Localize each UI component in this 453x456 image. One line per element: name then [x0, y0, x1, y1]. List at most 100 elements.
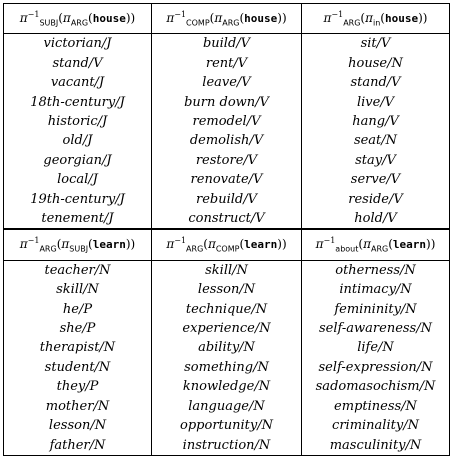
table-row: student/N something/N self-expression/N	[3, 357, 450, 378]
table-row: father/N instruction/N masculinity/N	[3, 435, 450, 456]
table-cell: knowledge/N	[151, 377, 302, 397]
header-part: learn	[392, 238, 427, 252]
header-part: learn	[244, 238, 278, 252]
table-cell: femininity/N	[301, 299, 450, 320]
table-cell: they/P	[3, 377, 152, 397]
table-row: he/P technique/N femininity/N	[3, 299, 450, 320]
results-table-body: π−1SUBJ(πARG(house)) π−1COMP(πARG(house))…	[3, 2, 450, 456]
header-part: −1	[27, 10, 40, 19]
table-cell: skill/N	[3, 280, 152, 300]
table-cell: reside/V	[301, 189, 450, 210]
table-cell: masculinity/N	[301, 435, 450, 456]
table-cell: vacant/J	[3, 73, 152, 93]
column-header: π−1ARG(πSUBJ(learn))	[3, 228, 152, 261]
header-part: in	[373, 18, 381, 28]
header-part: house	[384, 12, 419, 25]
table-row: they/P knowledge/N sadomasochism/N	[3, 377, 450, 397]
column-header: π−1COMP(πARG(house))	[151, 2, 302, 35]
table-cell: serve/V	[301, 170, 450, 190]
table-row: lesson/N opportunity/N criminality/N	[3, 416, 450, 436]
table-cell: stay/V	[301, 150, 450, 171]
table-cell: experience/N	[151, 319, 302, 339]
header-part: −1	[331, 10, 344, 19]
table-cell: self-awareness/N	[301, 319, 450, 339]
table-cell: something/N	[151, 357, 302, 378]
table-cell: life/N	[301, 338, 450, 358]
table-cell: stand/V	[301, 73, 450, 93]
results-table: π−1SUBJ(πARG(house)) π−1COMP(πARG(house))…	[3, 2, 450, 456]
table-cell: house/N	[301, 53, 450, 74]
table-row: 19th-century/J rebuild/V reside/V	[3, 189, 450, 210]
table-cell: mother/N	[3, 396, 152, 417]
table-cell: emptiness/N	[301, 396, 450, 417]
table-cell: seat/N	[301, 131, 450, 151]
table-row: teacher/N skill/N otherness/N	[3, 260, 450, 281]
table-cell: construct/V	[151, 209, 302, 230]
header-part: −1	[174, 10, 187, 19]
header-part: ARG	[222, 18, 240, 28]
table-cell: demolish/V	[151, 131, 302, 151]
table-cell: live/V	[301, 92, 450, 113]
table-cell: tenement/J	[3, 209, 152, 230]
table-cell: intimacy/N	[301, 280, 450, 300]
table-cell: remodel/V	[151, 112, 302, 132]
header-part: about	[335, 244, 359, 254]
table-cell: sadomasochism/N	[301, 377, 450, 397]
header-part: ARG	[39, 244, 57, 254]
table-row: vacant/J leave/V stand/V	[3, 73, 450, 93]
table-row: mother/N language/N emptiness/N	[3, 396, 450, 417]
table-row: skill/N lesson/N intimacy/N	[3, 280, 450, 300]
column-header: π−1ARG(πin(house))	[301, 2, 450, 35]
header-part: COMP	[186, 18, 210, 28]
column-header: π−1about(πARG(learn))	[301, 228, 450, 261]
table-cell: hold/V	[301, 209, 450, 230]
table-cell: otherness/N	[301, 260, 450, 281]
header-part: ARG	[370, 244, 389, 254]
table-cell: technique/N	[151, 299, 302, 320]
header-row: π−1SUBJ(πARG(house)) π−1COMP(πARG(house))…	[3, 2, 450, 35]
table-row: tenement/J construct/V hold/V	[3, 209, 450, 230]
table-cell: 18th-century/J	[3, 92, 152, 113]
header-part: SUBJ	[69, 244, 89, 254]
header-part: ARG	[343, 18, 361, 28]
header-part: ARG	[186, 244, 204, 254]
table-cell: self-expression/N	[301, 357, 450, 378]
table-cell: victorian/J	[3, 33, 152, 54]
table-cell: local/J	[3, 170, 152, 190]
table-cell: rebuild/V	[151, 189, 302, 210]
table-cell: renovate/V	[151, 170, 302, 190]
table-cell: lesson/N	[151, 280, 302, 300]
table-row: georgian/J restore/V stay/V	[3, 150, 450, 171]
header-part: −1	[174, 236, 187, 246]
header-part: ARG	[70, 18, 89, 28]
table-row: 18th-century/J burn down/V live/V	[3, 92, 450, 113]
table-cell: lesson/N	[3, 416, 152, 436]
table-cell: student/N	[3, 357, 152, 378]
table-cell: father/N	[3, 435, 152, 456]
table-cell: therapist/N	[3, 338, 152, 358]
table-cell: opportunity/N	[151, 416, 302, 436]
header-part: −1	[323, 236, 336, 246]
column-header: π−1SUBJ(πARG(house))	[3, 2, 152, 35]
table-cell: 19th-century/J	[3, 189, 152, 210]
header-part: house	[92, 12, 126, 25]
table-cell: burn down/V	[151, 92, 302, 113]
header-part: house	[244, 12, 278, 25]
table-cell: restore/V	[151, 150, 302, 171]
header-part: COMP	[215, 244, 240, 254]
table-cell: skill/N	[151, 260, 302, 281]
table-row: stand/V rent/V house/N	[3, 53, 450, 74]
table-row: therapist/N ability/N life/N	[3, 338, 450, 358]
table-cell: rent/V	[151, 53, 302, 74]
table-row: historic/J remodel/V hang/V	[3, 112, 450, 132]
table-cell: criminality/N	[301, 416, 450, 436]
table-cell: georgian/J	[3, 150, 152, 171]
table-cell: historic/J	[3, 112, 152, 132]
table-cell: she/P	[3, 319, 152, 339]
header-part: −1	[27, 236, 40, 246]
table-row: she/P experience/N self-awareness/N	[3, 319, 450, 339]
table-cell: he/P	[3, 299, 152, 320]
table-cell: build/V	[151, 33, 302, 54]
table-cell: teacher/N	[3, 260, 152, 281]
table-cell: stand/V	[3, 53, 152, 74]
